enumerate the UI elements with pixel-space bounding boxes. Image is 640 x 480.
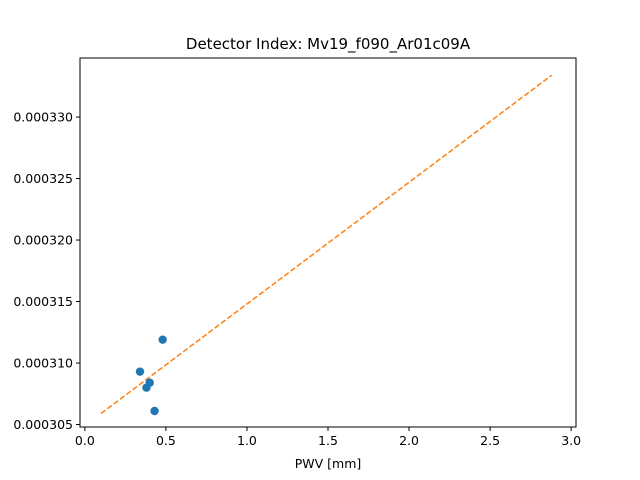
y-axis: 0.000305 0.000310 0.000315 0.000320 0.000325… xyxy=(13,110,80,432)
y-tick-label: 0.000320 xyxy=(13,233,73,248)
data-point-1 xyxy=(135,367,145,376)
x-tick-label: 2.0 xyxy=(399,433,419,448)
chart-title: Detector Index: Mv19_f090_Ar01c09A xyxy=(186,35,471,54)
x-tick-label: 0.0 xyxy=(75,433,95,448)
y-tick-label: 0.000330 xyxy=(13,110,73,125)
data-point-4 xyxy=(150,406,159,416)
data-point-5 xyxy=(158,335,167,344)
x-tick-label: 1.5 xyxy=(318,433,338,448)
y-tick-label: 0.000310 xyxy=(13,356,73,371)
x-tick-label: 0.5 xyxy=(156,433,176,448)
fit-line xyxy=(100,74,553,415)
plot-area xyxy=(100,74,553,416)
x-tick-label: 3.0 xyxy=(561,433,581,448)
x-axis: 0.0 0.5 1.0 1.5 2.0 2.5 3.0 xyxy=(75,427,581,448)
x-axis-label: PWV [mm] xyxy=(295,456,362,471)
x-tick-label: 2.5 xyxy=(480,433,500,448)
y-tick-label: 0.000325 xyxy=(13,171,73,186)
y-tick-label: 0.000305 xyxy=(13,417,73,432)
x-tick-label: 1.0 xyxy=(237,433,257,448)
y-tick-label: 0.000315 xyxy=(13,294,73,309)
data-point-3 xyxy=(145,378,154,387)
